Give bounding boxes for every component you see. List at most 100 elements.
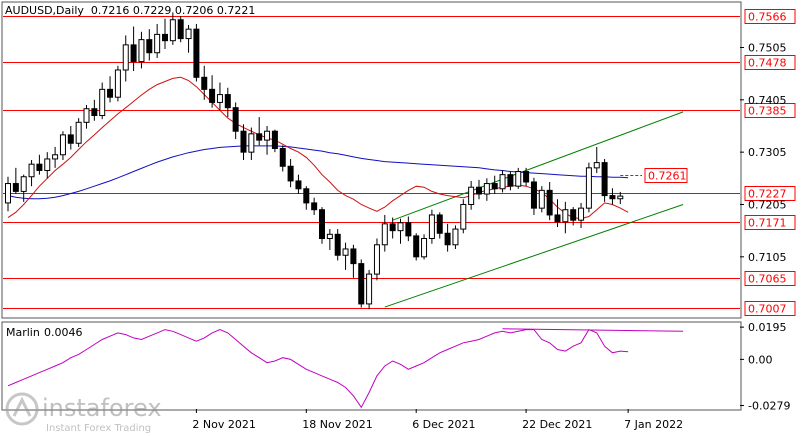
candle-body-bull (460, 203, 467, 230)
price-tick-label: 0.7405 (748, 94, 787, 107)
indicator-value: 0.0046 (44, 326, 83, 339)
candle (476, 179, 482, 200)
candle-body-bull (169, 19, 176, 42)
candle-body-bear (91, 108, 98, 117)
candle-body-bear (193, 28, 200, 78)
channel-lower-line (384, 204, 684, 308)
candle-body-bear (546, 189, 553, 216)
candle-body-bull (114, 69, 121, 98)
oscillator-line (7, 328, 629, 409)
level-label-box (744, 103, 796, 118)
candle (52, 146, 59, 168)
candle-body-bear (570, 209, 577, 221)
candle (59, 131, 66, 160)
candle-body-bear (530, 181, 537, 209)
candle-body-bull (342, 248, 349, 256)
candle (538, 186, 545, 213)
candle (264, 125, 271, 155)
candle (91, 99, 98, 121)
candle-body-bull (20, 176, 27, 192)
chart-title: AUDUSD,Daily 0.7216 0.7229 0.7206 0.7221 (5, 4, 255, 17)
indicator-tick-label: -0.0279 (748, 400, 790, 413)
level-label: 0.7566 (748, 11, 787, 24)
candle (279, 145, 286, 172)
candle (515, 167, 522, 189)
candle-body-bear (146, 39, 153, 54)
candle (169, 12, 176, 45)
watermark: instaforex Instant Forex Trading (5, 392, 162, 434)
level-label: 0.7227 (748, 188, 787, 201)
candle-body-bear (405, 222, 412, 237)
indicator-pane-frame (1, 321, 742, 411)
candle (436, 212, 443, 239)
candle (491, 175, 498, 195)
candle (413, 233, 420, 261)
candle-body-bear (295, 180, 302, 190)
candle-body-bear (334, 233, 341, 256)
candle (295, 174, 302, 195)
candle-body-bull (122, 44, 129, 71)
candle (381, 214, 388, 252)
candle-body-bear (12, 183, 19, 192)
candle (185, 24, 192, 53)
candle (154, 23, 161, 58)
candle (146, 29, 153, 61)
candle (232, 102, 239, 140)
candle-body-bull (483, 183, 490, 195)
candle-body-bull (154, 33, 161, 54)
oscillator-overlay-line (502, 328, 684, 332)
candle (130, 26, 137, 72)
candle-body-bear (413, 235, 420, 258)
candle-body-bear (107, 88, 114, 98)
candle-body-bear (271, 130, 278, 149)
candle-body-bull (52, 154, 59, 160)
candle-body-bear (311, 202, 318, 211)
candle (366, 269, 373, 310)
candle-body-bear (232, 107, 239, 132)
candle (271, 129, 278, 153)
candle (311, 197, 318, 215)
candle-body-bull (185, 28, 192, 40)
candle (499, 170, 506, 193)
x-tick-label: 2 Nov 2021 (192, 418, 255, 431)
x-tick-label: 18 Nov 2021 (302, 418, 372, 431)
level-label-box (744, 9, 796, 24)
candle-body-bear (350, 248, 357, 265)
level-label-box (744, 271, 796, 286)
oscillator-layer (7, 328, 684, 409)
candle-body-bull (428, 214, 435, 239)
levels-layer: 0.7566 0.7478 0.7385 0.7227 0.7171 0.7065 0.70… (3, 9, 796, 316)
candle (12, 167, 19, 195)
candle (240, 124, 247, 160)
price-pane-frame (1, 1, 742, 319)
level-label: 0.7007 (748, 303, 787, 316)
candle (507, 171, 514, 191)
candle-body-bull (468, 186, 475, 205)
candle-body-bull (538, 189, 545, 209)
candle-body-bull (617, 195, 624, 200)
candle-body-bear (609, 195, 616, 200)
candle-body-bull (99, 88, 106, 117)
candle-body-bear (287, 165, 294, 182)
candle-body-bull (578, 207, 585, 221)
candle (162, 18, 168, 50)
watermark-tagline: Instant Forex Trading (46, 423, 151, 434)
candle (326, 229, 333, 251)
candle-body-bull (248, 133, 255, 153)
candle-body-bear (444, 232, 451, 246)
candle (334, 229, 341, 261)
indicator-tick-label: 0.00 (748, 353, 773, 366)
candle (468, 180, 475, 210)
candle (209, 75, 216, 108)
axis-layer: 0.7505 0.7405 0.7305 0.7205 0.7105 2 Nov 2021… (192, 41, 790, 431)
candle-body-bear (436, 214, 443, 234)
candle-body-bear (209, 88, 216, 103)
candle-body-bull (138, 39, 145, 63)
candle-body-bear (279, 147, 286, 167)
candle (224, 87, 231, 118)
candle-body-bear (201, 76, 208, 90)
candle (546, 181, 553, 221)
candle-body-bull (75, 121, 82, 144)
candle-body-bull (452, 228, 459, 246)
